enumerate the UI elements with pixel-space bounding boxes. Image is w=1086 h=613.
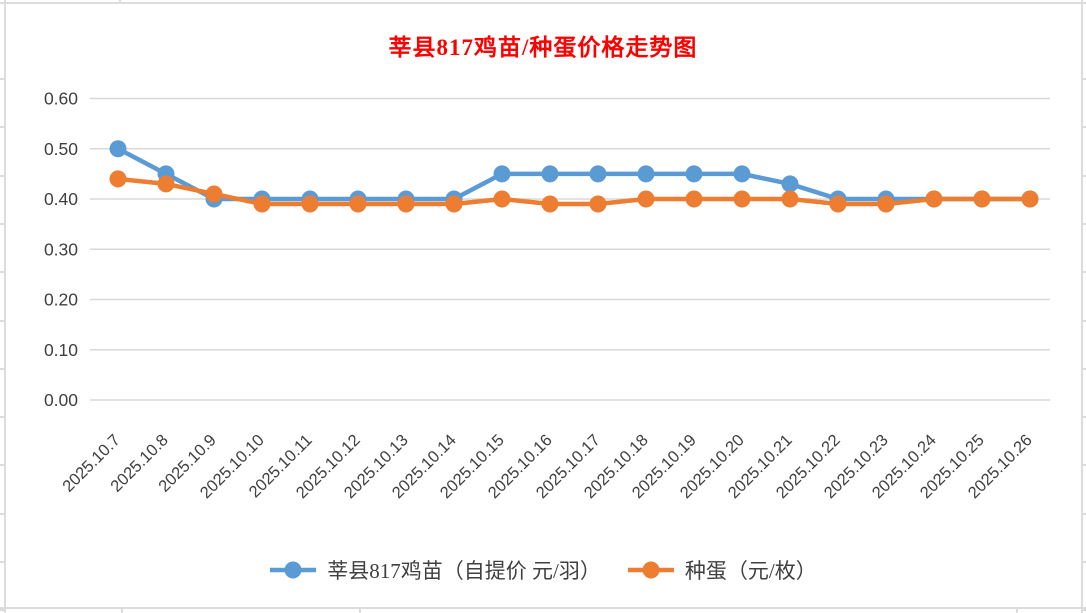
data-point-marker-0	[781, 175, 799, 193]
data-point-marker-0	[637, 165, 655, 183]
price-trend-chart: 0.000.100.200.300.400.500.602025.10.7202…	[44, 89, 1050, 502]
data-point-marker-1	[349, 195, 367, 213]
data-point-marker-0	[589, 165, 607, 183]
sheet-row-tick	[1083, 609, 1086, 611]
sheet-row-tick	[0, 561, 4, 563]
data-point-marker-1	[157, 175, 175, 193]
sheet-row-tick	[1083, 416, 1086, 418]
data-point-marker-1	[493, 190, 511, 208]
legend-marker-line-dot-icon	[270, 561, 317, 579]
sheet-row-tick	[1083, 320, 1086, 322]
sheet-row-tick	[1083, 561, 1086, 563]
sheet-gridline-left	[4, 0, 6, 613]
sheet-row-tick	[0, 609, 4, 611]
legend-label-eggs: 种蛋（元/枚）	[684, 559, 817, 583]
sheet-row-tick	[0, 464, 4, 466]
chart-title: 莘县817鸡苗/种蛋价格走势图	[388, 35, 698, 60]
legend-item-chicken: 莘县817鸡苗（自提价 元/羽）	[269, 555, 601, 585]
sheet-row-tick	[0, 126, 4, 128]
sheet-row-tick	[0, 78, 4, 80]
sheet-column-tick-bottom-1	[121, 608, 123, 613]
data-point-marker-1	[829, 195, 847, 213]
sheet-column-tick-top	[119, 0, 121, 3]
data-point-marker-0	[109, 140, 127, 158]
sheet-row-tick	[1083, 78, 1086, 80]
legend-item-eggs: 种蛋（元/枚）	[627, 555, 817, 585]
data-point-marker-1	[253, 195, 271, 213]
data-point-marker-1	[685, 190, 703, 208]
data-point-marker-1	[733, 190, 751, 208]
sheet-row-tick	[0, 416, 4, 418]
data-point-marker-1	[397, 195, 415, 213]
sheet-gridline-right	[1081, 0, 1083, 613]
data-point-marker-1	[1021, 190, 1039, 208]
y-tick-label: 0.60	[44, 89, 78, 109]
legend-label-chicken: 莘县817鸡苗（自提价 元/羽）	[327, 559, 601, 583]
data-point-marker-1	[541, 195, 559, 213]
sheet-row-tick	[0, 271, 4, 273]
data-point-marker-0	[493, 165, 511, 183]
data-point-marker-0	[733, 165, 751, 183]
sheet-row-tick	[0, 223, 4, 225]
sheet-gridline-top	[0, 2, 1086, 4]
y-tick-label: 0.10	[44, 340, 78, 360]
chart-legend: 莘县817鸡苗（自提价 元/羽） 种蛋（元/枚）	[0, 549, 1086, 591]
sheet-row-tick	[1083, 223, 1086, 225]
sheet-row-tick	[0, 320, 4, 322]
sheet-row-tick	[1083, 464, 1086, 466]
legend-marker-line-dot-icon	[627, 561, 674, 579]
sheet-column-tick-bottom-2	[359, 608, 361, 613]
data-point-marker-1	[877, 195, 895, 213]
y-tick-label: 0.40	[44, 189, 78, 209]
data-point-marker-0	[541, 165, 559, 183]
data-point-marker-1	[205, 185, 223, 203]
sheet-row-tick	[0, 368, 4, 370]
data-point-marker-0	[685, 165, 703, 183]
y-tick-label: 0.20	[44, 290, 78, 310]
sheet-row-tick	[1083, 271, 1086, 273]
y-tick-label: 0.00	[44, 390, 78, 410]
sheet-column-tick-bottom-3	[1016, 608, 1018, 613]
data-point-marker-1	[637, 190, 655, 208]
data-point-marker-1	[301, 195, 319, 213]
sheet-row-tick	[0, 175, 4, 177]
sheet-row-tick	[1083, 126, 1086, 128]
series-line-0	[115, 146, 1033, 202]
y-tick-label: 0.30	[44, 239, 78, 259]
data-point-marker-1	[445, 195, 463, 213]
data-point-marker-1	[973, 190, 991, 208]
data-point-marker-1	[109, 170, 127, 188]
data-point-marker-1	[589, 195, 607, 213]
sheet-gridline-bottom	[0, 607, 1086, 609]
sheet-row-tick	[1083, 513, 1086, 515]
sheet-row-tick	[0, 513, 4, 515]
y-tick-label: 0.50	[44, 139, 78, 159]
sheet-row-tick	[1083, 368, 1086, 370]
data-point-marker-1	[925, 190, 943, 208]
sheet-row-tick	[1083, 175, 1086, 177]
data-point-marker-1	[781, 190, 799, 208]
